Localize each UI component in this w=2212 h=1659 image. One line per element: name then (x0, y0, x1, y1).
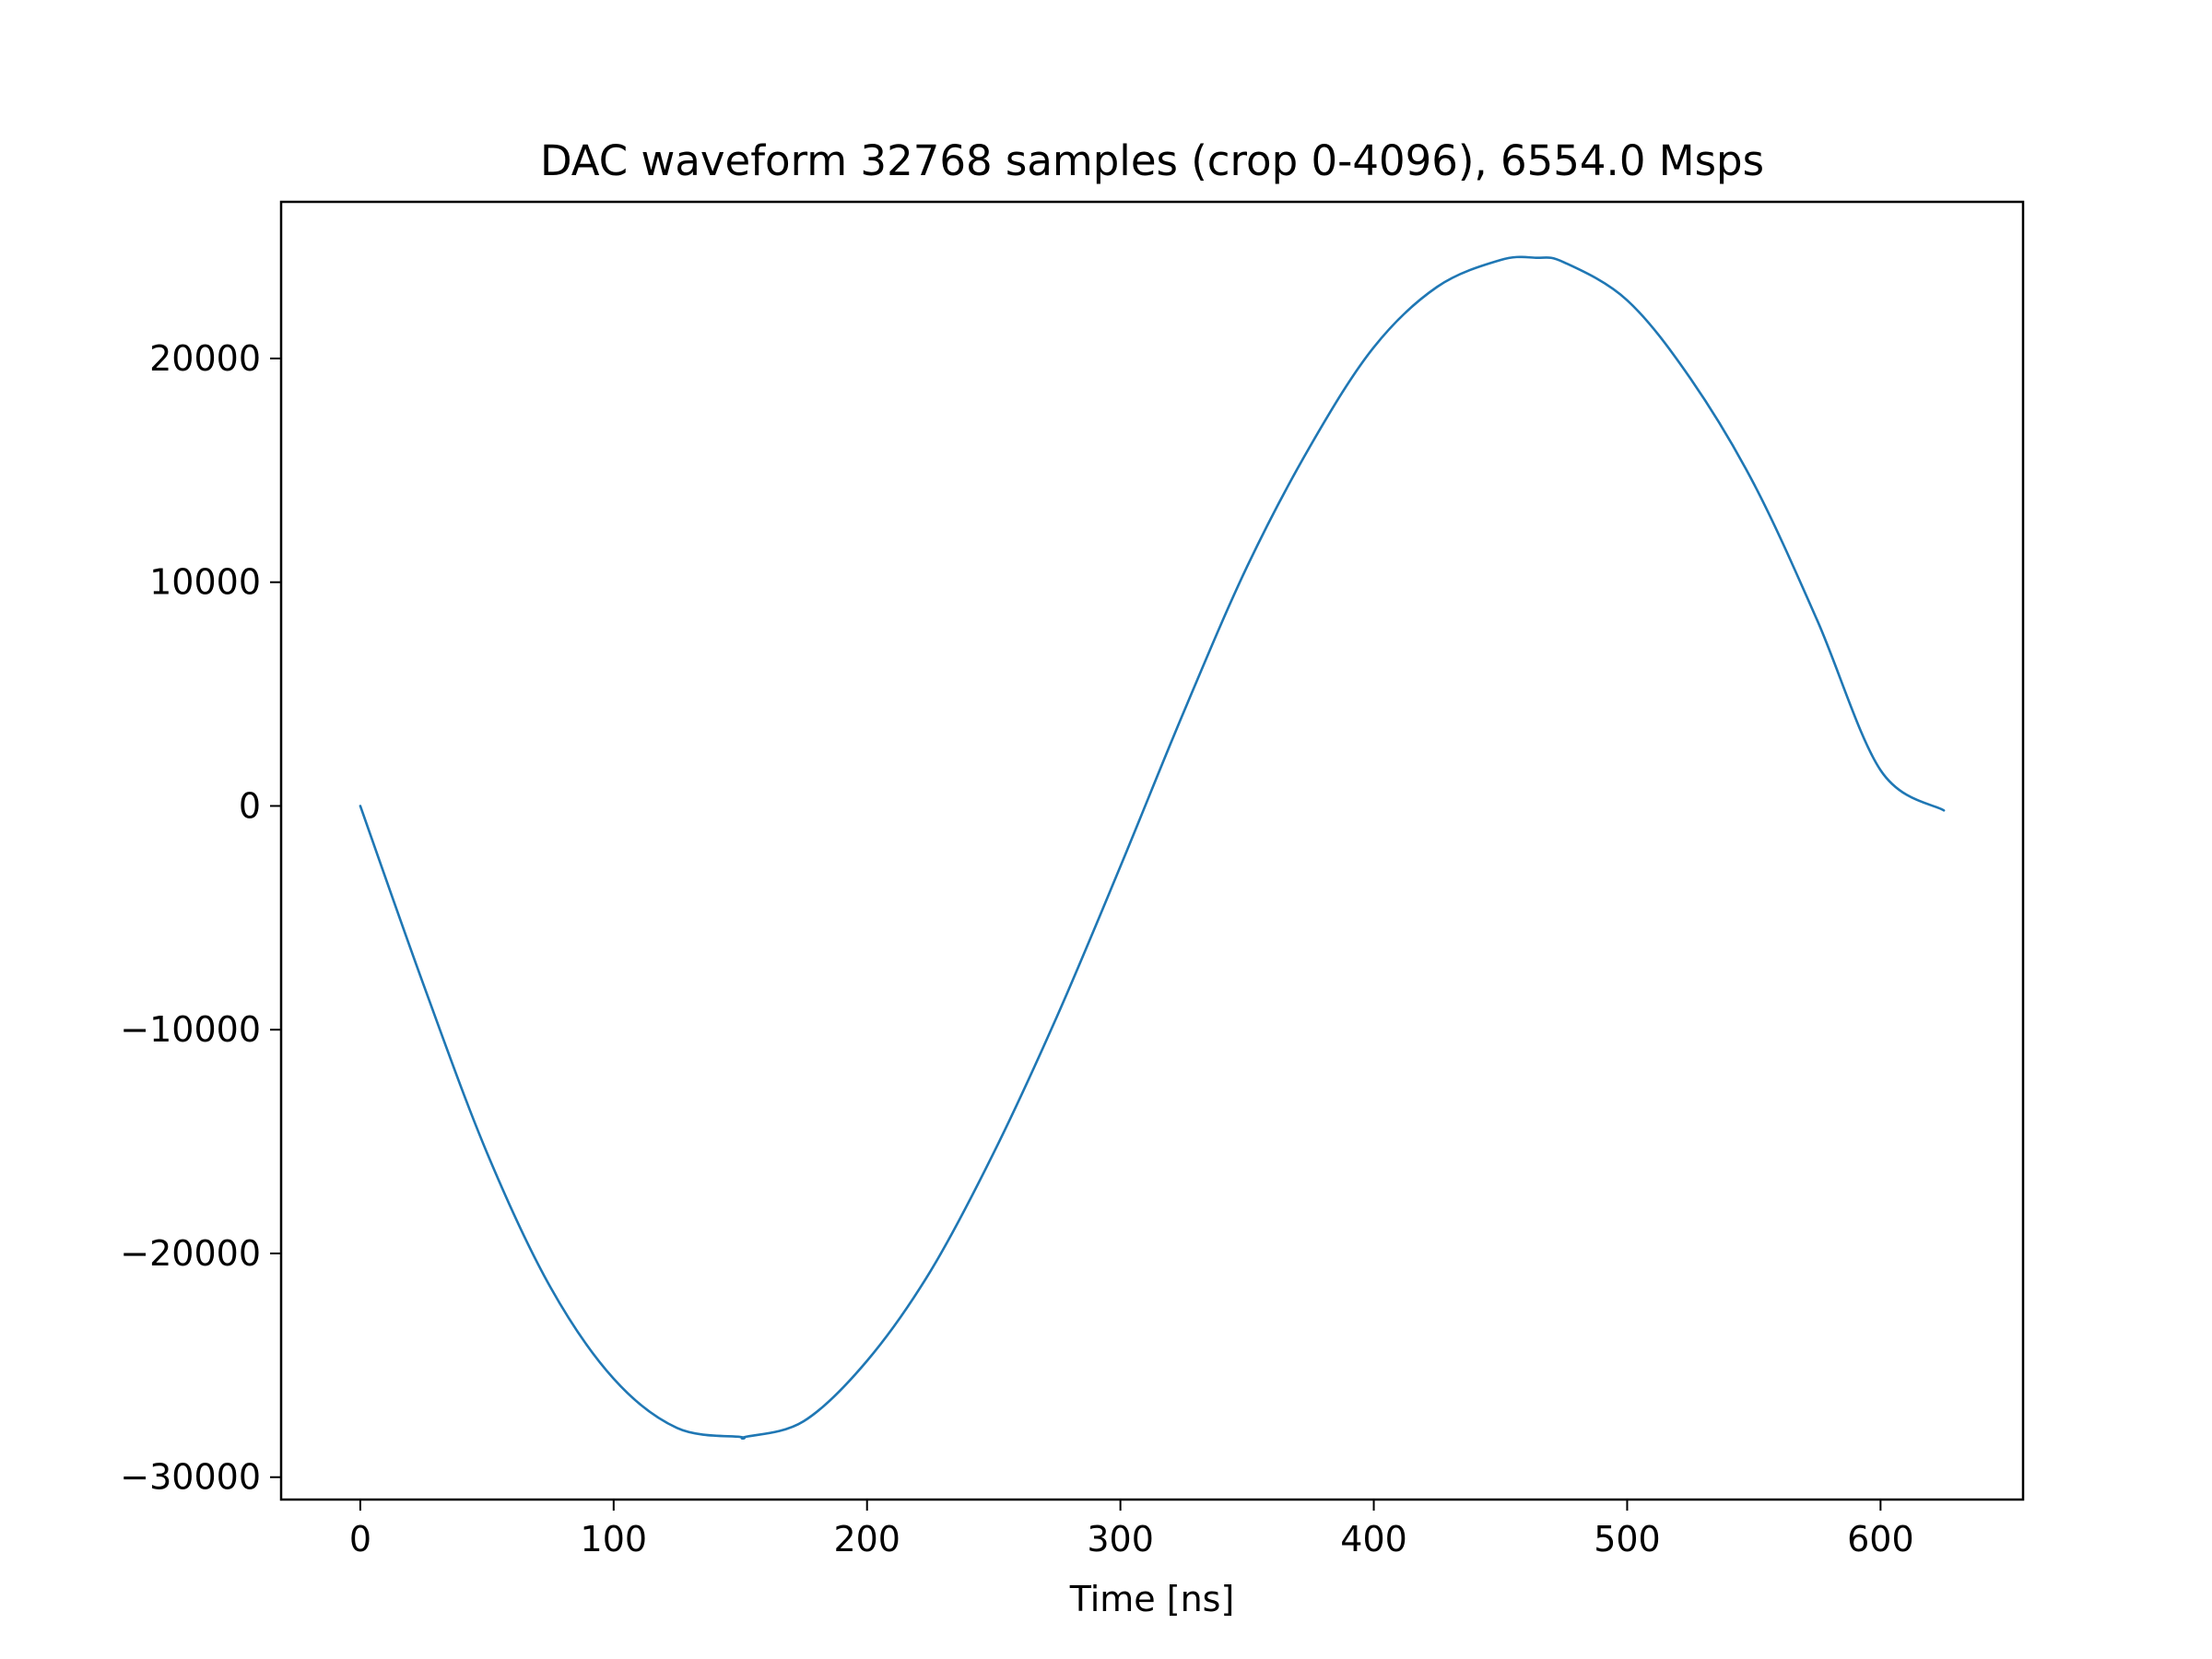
x-tick-label: 100 (581, 1519, 648, 1559)
chart-title: DAC waveform 32768 samples (crop 0-4096)… (540, 136, 1764, 185)
y-tick-label: −20000 (120, 1233, 261, 1274)
x-axis: 0 100 200 300 400 500 600 (349, 1500, 1914, 1559)
y-tick-label: 10000 (149, 562, 261, 603)
y-tick-label: 20000 (149, 338, 261, 379)
x-tick-label: 200 (833, 1519, 900, 1559)
x-axis-label: Time [ns] (1069, 1579, 1235, 1619)
y-tick-label: −10000 (120, 1009, 261, 1050)
y-tick-label: −30000 (120, 1457, 261, 1498)
y-tick-label: 0 (239, 785, 261, 826)
series-line-0 (359, 255, 1946, 1441)
x-tick-label: 500 (1594, 1519, 1661, 1559)
x-tick-label: 600 (1847, 1519, 1914, 1559)
x-tick-label: 0 (349, 1519, 371, 1559)
y-axis: −30000 −20000 −10000 0 10000 20000 (120, 338, 281, 1498)
x-tick-label: 300 (1087, 1519, 1154, 1559)
series-layer (359, 255, 1946, 1441)
axes-frame (279, 200, 2025, 1501)
x-tick-label: 400 (1340, 1519, 1407, 1559)
